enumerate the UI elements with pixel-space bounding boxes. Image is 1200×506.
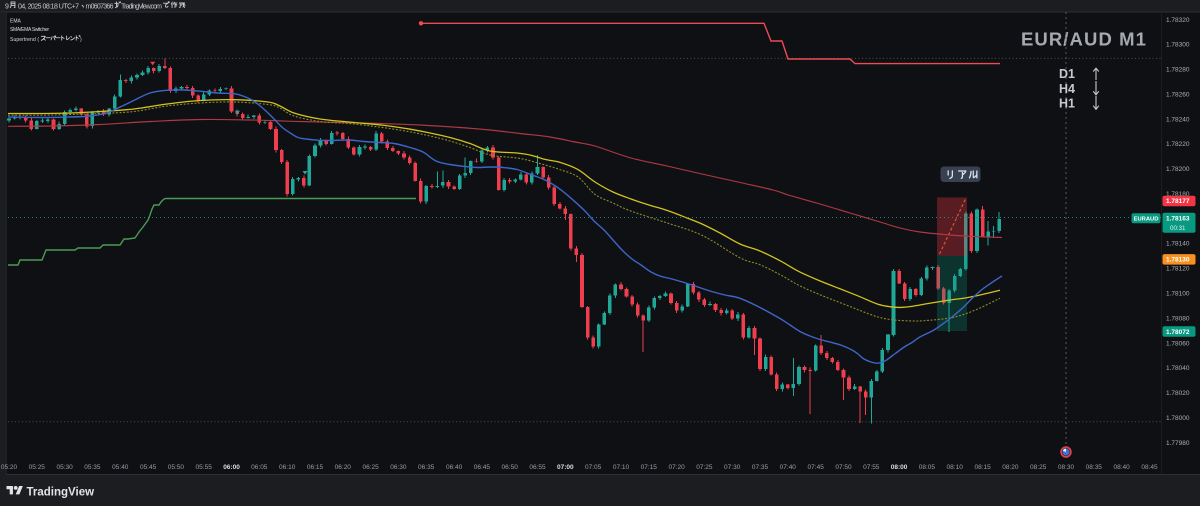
svg-text:05:20: 05:20 — [1, 464, 18, 471]
svg-text:06:35: 06:35 — [418, 464, 435, 471]
svg-text:05:30: 05:30 — [56, 464, 73, 471]
svg-text:TradingView: TradingView — [27, 487, 95, 499]
svg-text:1.78080: 1.78080 — [1166, 315, 1190, 322]
svg-text:H1: H1 — [1059, 97, 1075, 111]
svg-text:07:55: 07:55 — [863, 464, 880, 471]
svg-text:06:20: 06:20 — [335, 464, 352, 471]
svg-text:08:05: 08:05 — [919, 464, 936, 471]
svg-text:1.78072: 1.78072 — [1166, 329, 1190, 336]
svg-text:08:20: 08:20 — [1002, 464, 1019, 471]
svg-text:H4: H4 — [1059, 82, 1075, 96]
svg-text:9: 9 — [5, 3, 9, 10]
svg-text:D1: D1 — [1059, 67, 1075, 81]
svg-text:06:25: 06:25 — [362, 464, 379, 471]
svg-text:05:55: 05:55 — [196, 464, 213, 471]
svg-text:1.78020: 1.78020 — [1166, 390, 1190, 397]
svg-text:Supertrend (: Supertrend ( — [10, 37, 39, 43]
svg-text:1.78180: 1.78180 — [1166, 191, 1190, 198]
svg-text:07:30: 07:30 — [724, 464, 741, 471]
svg-text:07:40: 07:40 — [780, 464, 797, 471]
svg-text:08:40: 08:40 — [1113, 464, 1130, 471]
svg-text:08:45: 08:45 — [1141, 464, 1158, 471]
svg-text:05:50: 05:50 — [168, 464, 185, 471]
svg-text:1.78220: 1.78220 — [1166, 141, 1190, 148]
svg-text:TradingView.com: TradingView.com — [121, 3, 162, 10]
svg-text:1.78320: 1.78320 — [1166, 17, 1190, 24]
svg-text:06:45: 06:45 — [474, 464, 491, 471]
svg-text:00:31: 00:31 — [1170, 225, 1186, 232]
svg-text:1.78130: 1.78130 — [1166, 257, 1190, 264]
svg-text:1.78000: 1.78000 — [1166, 415, 1190, 422]
svg-text:SMA/EMA Switcher: SMA/EMA Switcher — [10, 27, 49, 33]
svg-text:EURAUD: EURAUD — [1134, 217, 1159, 223]
svg-text:EUR/AUD M1: EUR/AUD M1 — [1021, 29, 1147, 50]
svg-text:06:00: 06:00 — [223, 464, 240, 471]
svg-text:07:35: 07:35 — [752, 464, 769, 471]
svg-text:06:40: 06:40 — [446, 464, 463, 471]
svg-text:06:50: 06:50 — [502, 464, 519, 471]
svg-text:EMA: EMA — [10, 18, 22, 24]
svg-text:07:45: 07:45 — [808, 464, 825, 471]
svg-text:05:40: 05:40 — [112, 464, 129, 471]
svg-text:1.78120: 1.78120 — [1166, 266, 1190, 273]
svg-text:08:25: 08:25 — [1030, 464, 1047, 471]
svg-text:06:30: 06:30 — [390, 464, 407, 471]
svg-text:08:35: 08:35 — [1086, 464, 1103, 471]
svg-text:1.78177: 1.78177 — [1166, 198, 1190, 205]
svg-text:1.78300: 1.78300 — [1166, 42, 1190, 49]
svg-text:1.78200: 1.78200 — [1166, 166, 1190, 173]
svg-text:m0607366: m0607366 — [86, 3, 114, 10]
svg-text:): ) — [80, 37, 82, 43]
svg-text:07:15: 07:15 — [641, 464, 658, 471]
svg-text:1.78260: 1.78260 — [1166, 91, 1190, 98]
svg-text:07:50: 07:50 — [835, 464, 852, 471]
svg-text:08:10: 08:10 — [947, 464, 964, 471]
svg-text:1.78280: 1.78280 — [1166, 67, 1190, 74]
svg-text:05:45: 05:45 — [140, 464, 157, 471]
svg-text:07:00: 07:00 — [557, 464, 574, 471]
svg-text:04, 2025 08:18 UTC+7: 04, 2025 08:18 UTC+7 — [18, 3, 79, 10]
svg-text:07:25: 07:25 — [696, 464, 713, 471]
svg-text:05:25: 05:25 — [29, 464, 46, 471]
svg-text:1.78040: 1.78040 — [1166, 365, 1190, 372]
svg-text:05:35: 05:35 — [84, 464, 101, 471]
svg-text:07:20: 07:20 — [668, 464, 685, 471]
svg-text:1.78163: 1.78163 — [1166, 216, 1190, 223]
svg-text:07:10: 07:10 — [613, 464, 630, 471]
svg-text:1.78240: 1.78240 — [1166, 116, 1190, 123]
svg-text:1.77980: 1.77980 — [1166, 440, 1190, 447]
svg-text:06:05: 06:05 — [251, 464, 268, 471]
svg-text:1.78060: 1.78060 — [1166, 340, 1190, 347]
svg-text:1.78100: 1.78100 — [1166, 291, 1190, 298]
svg-text:07:05: 07:05 — [585, 464, 602, 471]
svg-text:06:55: 06:55 — [529, 464, 546, 471]
svg-text:08:00: 08:00 — [891, 464, 908, 471]
svg-text:06:15: 06:15 — [307, 464, 324, 471]
svg-text:1.78140: 1.78140 — [1166, 241, 1190, 248]
svg-text:06:10: 06:10 — [279, 464, 296, 471]
svg-text:08:30: 08:30 — [1058, 464, 1075, 471]
svg-text:08:15: 08:15 — [974, 464, 991, 471]
